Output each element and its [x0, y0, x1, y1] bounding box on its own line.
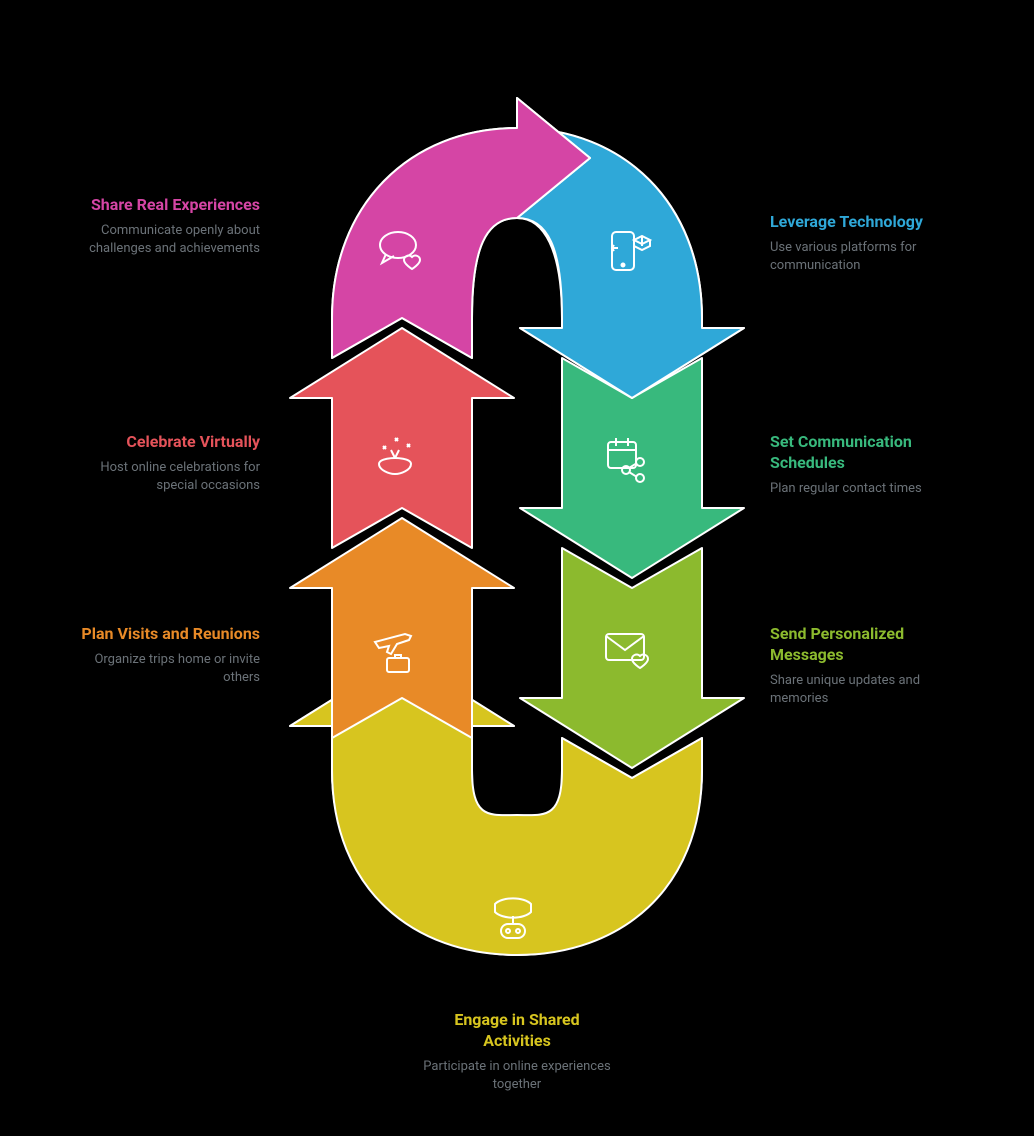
label-desc: Communicate openly about challenges and …: [70, 222, 260, 258]
label-title: Set Communication Schedules: [770, 432, 960, 474]
label-leverage-tech: Leverage Technology Use various platform…: [770, 212, 960, 275]
arrow-shapes: [290, 90, 744, 990]
label-desc: Plan regular contact times: [770, 480, 960, 498]
label-title: Celebrate Virtually: [70, 432, 260, 453]
label-shared-activities: Engage in Shared Activities Participate …: [422, 1010, 612, 1094]
label-desc: Host online celebrations for special occ…: [70, 459, 260, 495]
label-title: Send Personalized Messages: [770, 624, 960, 666]
label-desc: Organize trips home or invite others: [70, 651, 260, 687]
label-desc: Participate in online experiences togeth…: [422, 1058, 612, 1094]
label-set-schedules: Set Communication Schedules Plan regular…: [770, 432, 960, 498]
label-send-messages: Send Personalized Messages Share unique …: [770, 624, 960, 708]
label-title: Share Real Experiences: [70, 195, 260, 216]
label-plan-visits: Plan Visits and Reunions Organize trips …: [70, 624, 260, 687]
label-celebrate: Celebrate Virtually Host online celebrat…: [70, 432, 260, 495]
label-title: Leverage Technology: [770, 212, 960, 233]
label-title: Plan Visits and Reunions: [70, 624, 260, 645]
label-desc: Use various platforms for communication: [770, 239, 960, 275]
label-desc: Share unique updates and memories: [770, 672, 960, 708]
label-title: Engage in Shared Activities: [422, 1010, 612, 1052]
cycle-diagram: [290, 90, 744, 990]
label-share-real: Share Real Experiences Communicate openl…: [70, 195, 260, 258]
